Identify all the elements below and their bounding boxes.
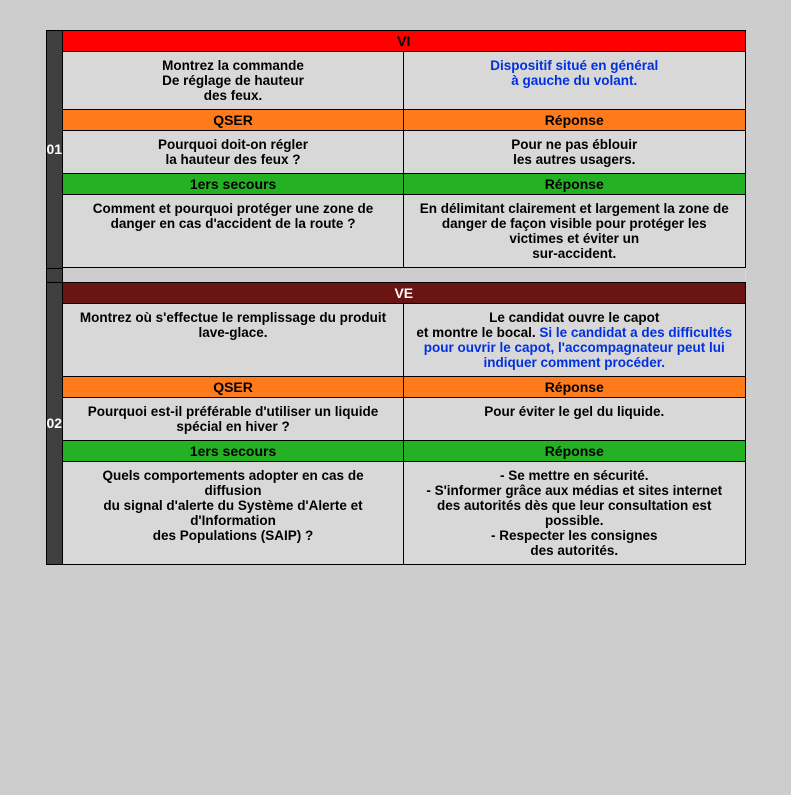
secours-answer: - Se mettre en sécurité.- S'informer grâ… (404, 461, 745, 564)
secours-question: Quels comportements adopter en cas de di… (63, 461, 404, 564)
secours-question: Comment et pourquoi protéger une zone de… (63, 195, 404, 268)
secours-header: 1ers secours (63, 440, 404, 461)
quiz-table: 01 VI Montrez la commandeDe réglage de h… (46, 30, 746, 565)
category-header: VE (63, 282, 745, 303)
qser-header: QSER (63, 110, 404, 131)
qser-header: QSER (63, 376, 404, 397)
secours-answer: En délimitant clairement et largement la… (404, 195, 745, 268)
qser-answer: Pour éviter le gel du liquide. (404, 397, 745, 440)
secours-response-header: Réponse (404, 440, 745, 461)
qser-answer: Pour ne pas éblouirles autres usagers. (404, 131, 745, 174)
main-question: Montrez où s'effectue le remplissage du … (63, 303, 404, 376)
row-number: 01 (46, 31, 63, 269)
main-answer: Le candidat ouvre le capotet montre le b… (404, 303, 745, 376)
secours-header: 1ers secours (63, 174, 404, 195)
qser-question: Pourquoi est-il préférable d'utiliser un… (63, 397, 404, 440)
block-gap (46, 268, 745, 282)
row-number: 02 (46, 282, 63, 565)
category-header: VI (63, 31, 745, 52)
qser-response-header: Réponse (404, 376, 745, 397)
main-answer: Dispositif situé en généralà gauche du v… (404, 52, 745, 110)
main-question: Montrez la commandeDe réglage de hauteur… (63, 52, 404, 110)
qser-question: Pourquoi doit-on réglerla hauteur des fe… (63, 131, 404, 174)
secours-response-header: Réponse (404, 174, 745, 195)
qser-response-header: Réponse (404, 110, 745, 131)
document-page: 01 VI Montrez la commandeDe réglage de h… (46, 20, 746, 565)
